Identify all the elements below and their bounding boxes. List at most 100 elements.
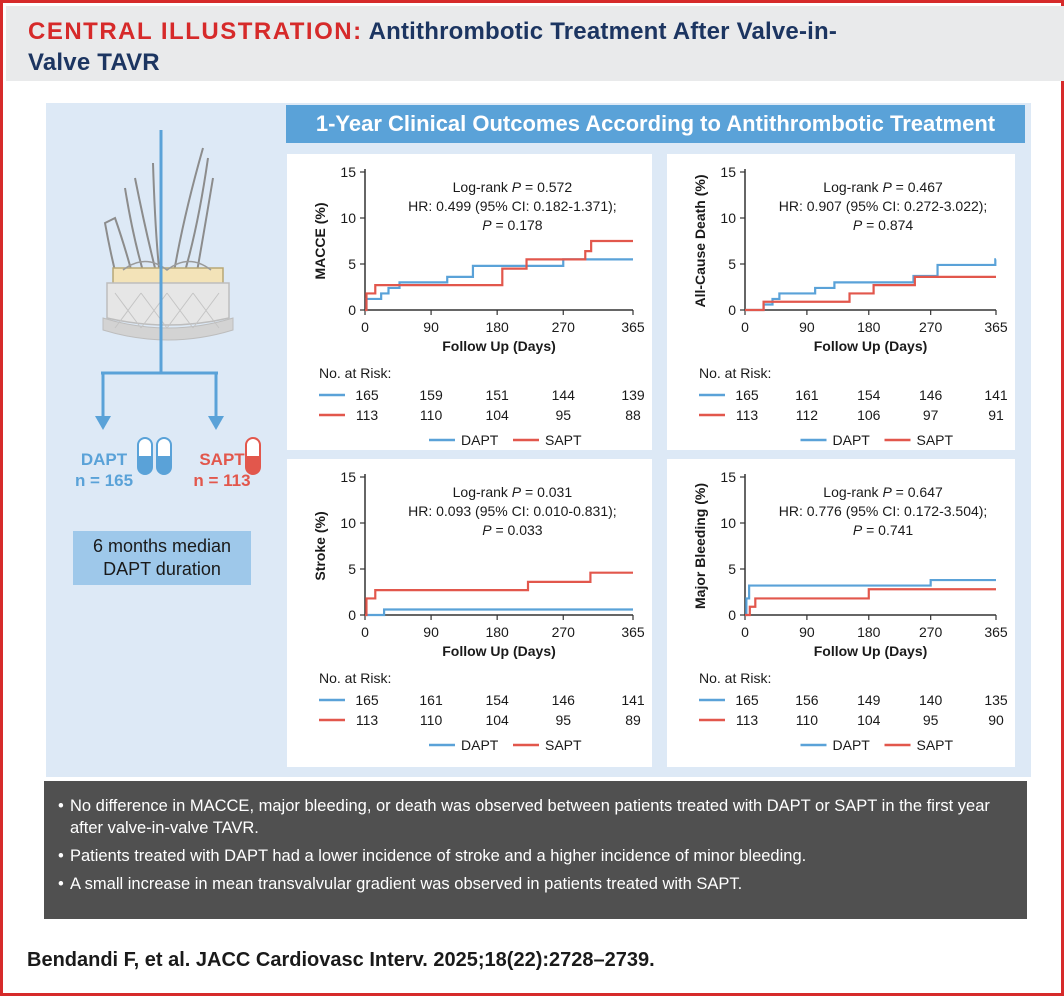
x-tick-label: 270 — [919, 319, 943, 335]
median-line-2: DAPT duration — [103, 559, 221, 579]
km-line-sapt — [365, 239, 633, 312]
risk-count: 97 — [923, 407, 939, 423]
stat-p-value: P = 0.033 — [482, 522, 543, 538]
risk-count: 149 — [857, 692, 881, 708]
risk-count: 161 — [419, 692, 443, 708]
y-tick-label: 15 — [340, 164, 356, 180]
stat-p-value: P = 0.178 — [482, 217, 543, 233]
risk-count: 104 — [857, 712, 881, 728]
risk-count: 159 — [419, 387, 443, 403]
legend-label-dapt: DAPT — [461, 737, 499, 753]
x-tick-label: 0 — [741, 624, 749, 640]
chart-stroke: 0 5 10 15 0 90 180 270 365 Follow Up (Days) Stroke… — [312, 469, 645, 753]
dapt-pills-icon — [137, 437, 172, 475]
x-tick-label: 0 — [361, 624, 369, 640]
km-line-dapt — [365, 608, 633, 617]
summary-bullet: • Patients treated with DAPT had a lower … — [58, 845, 1013, 867]
risk-count: 113 — [736, 407, 759, 423]
risk-count: 165 — [735, 692, 759, 708]
median-line-1: 6 months median — [92, 536, 232, 556]
summary-text: No difference in MACCE, major bleeding, … — [70, 797, 990, 837]
y-tick-label: 0 — [728, 302, 736, 318]
legend-label-sapt: SAPT — [917, 432, 954, 448]
legend-label-dapt: DAPT — [461, 432, 499, 448]
valve-illustration — [95, 130, 234, 430]
risk-count: 95 — [555, 407, 571, 423]
x-tick-label: 90 — [423, 624, 439, 640]
chart-card-macce: 0 5 10 15 0 90 180 270 365 Follow Up (Days) MACCE … — [287, 154, 652, 450]
y-tick-label: 5 — [348, 561, 356, 577]
sapt-pill-icon — [245, 437, 261, 475]
y-axis-title: Major Bleeding (%) — [692, 483, 708, 609]
risk-count: 113 — [356, 407, 379, 423]
bullet-marker: • — [58, 797, 64, 815]
x-tick-label: 270 — [552, 624, 576, 640]
summary-text: A small increase in mean transvalvular g… — [70, 875, 743, 893]
risk-table-label: No. at Risk: — [699, 365, 771, 381]
stat-p-value: P = 0.874 — [853, 217, 914, 233]
risk-table-label: No. at Risk: — [699, 670, 771, 686]
x-tick-label: 180 — [857, 624, 881, 640]
risk-table-label: No. at Risk: — [319, 670, 391, 686]
x-axis-title: Follow Up (Days) — [442, 643, 556, 659]
risk-count: 110 — [420, 407, 443, 423]
risk-count: 104 — [485, 712, 509, 728]
x-tick-label: 0 — [361, 319, 369, 335]
x-tick-label: 180 — [485, 319, 509, 335]
chart-card-bleeding: 0 5 10 15 0 90 180 270 365 Follow Up (Days) Major … — [667, 459, 1015, 767]
risk-count: 161 — [795, 387, 819, 403]
risk-count: 141 — [984, 387, 1008, 403]
legend-label-sapt: SAPT — [545, 432, 582, 448]
median-duration-box: 6 months median DAPT duration — [73, 531, 251, 585]
risk-count: 139 — [621, 387, 645, 403]
chart-macce: 0 5 10 15 0 90 180 270 365 Follow Up (Days) MACCE … — [312, 164, 645, 448]
x-tick-label: 180 — [857, 319, 881, 335]
stat-hazard-ratio: HR: 0.907 (95% CI: 0.272-3.022); — [779, 198, 988, 214]
km-line-dapt — [745, 578, 996, 617]
x-tick-label: 0 — [741, 319, 749, 335]
x-tick-label: 365 — [621, 319, 645, 335]
risk-count: 95 — [923, 712, 939, 728]
x-tick-label: 365 — [984, 624, 1008, 640]
title-line-2: Valve TAVR — [28, 49, 160, 76]
stat-logrank: Log-rank P = 0.572 — [453, 179, 573, 195]
x-tick-label: 90 — [799, 319, 815, 335]
risk-count: 156 — [795, 692, 819, 708]
summary-box: • No difference in MACCE, major bleeding,… — [44, 781, 1027, 919]
x-tick-label: 90 — [799, 624, 815, 640]
chart-card-death: 0 5 10 15 0 90 180 270 365 Follow Up (Days) All-Ca… — [667, 154, 1015, 450]
risk-count: 146 — [552, 692, 576, 708]
risk-count: 151 — [485, 387, 509, 403]
risk-count: 154 — [485, 692, 509, 708]
y-tick-label: 10 — [340, 210, 356, 226]
risk-count: 165 — [355, 387, 379, 403]
x-tick-label: 365 — [621, 624, 645, 640]
risk-count: 165 — [735, 387, 759, 403]
x-tick-label: 90 — [423, 319, 439, 335]
x-tick-label: 365 — [984, 319, 1008, 335]
bullet-marker: • — [58, 875, 64, 893]
chart-card-stroke: 0 5 10 15 0 90 180 270 365 Follow Up (Days) Stroke… — [287, 459, 652, 767]
y-axis-title: Stroke (%) — [312, 511, 328, 580]
risk-count: 95 — [555, 712, 571, 728]
dapt-name: DAPT — [80, 450, 128, 469]
summary-bullet: • A small increase in mean transvalvular … — [58, 873, 1013, 895]
risk-count: 90 — [988, 712, 1004, 728]
risk-count: 110 — [420, 712, 443, 728]
risk-count: 106 — [857, 407, 881, 423]
risk-count: 146 — [919, 387, 943, 403]
risk-count: 135 — [984, 692, 1008, 708]
stat-logrank: Log-rank P = 0.647 — [823, 484, 943, 500]
risk-count: 113 — [736, 712, 759, 728]
dapt-group-label: DAPT n = 165 — [68, 449, 140, 491]
risk-count: 140 — [919, 692, 943, 708]
y-tick-label: 15 — [720, 469, 736, 485]
y-axis-title: MACCE (%) — [312, 203, 328, 280]
y-tick-label: 10 — [720, 515, 736, 531]
x-axis-title: Follow Up (Days) — [814, 338, 928, 354]
y-tick-label: 0 — [348, 607, 356, 623]
outcomes-title: 1-Year Clinical Outcomes According to An… — [286, 105, 1025, 143]
central-illustration-label: CENTRAL ILLUSTRATION: — [28, 18, 363, 45]
stat-hazard-ratio: HR: 0.499 (95% CI: 0.182-1.371); — [408, 198, 617, 214]
